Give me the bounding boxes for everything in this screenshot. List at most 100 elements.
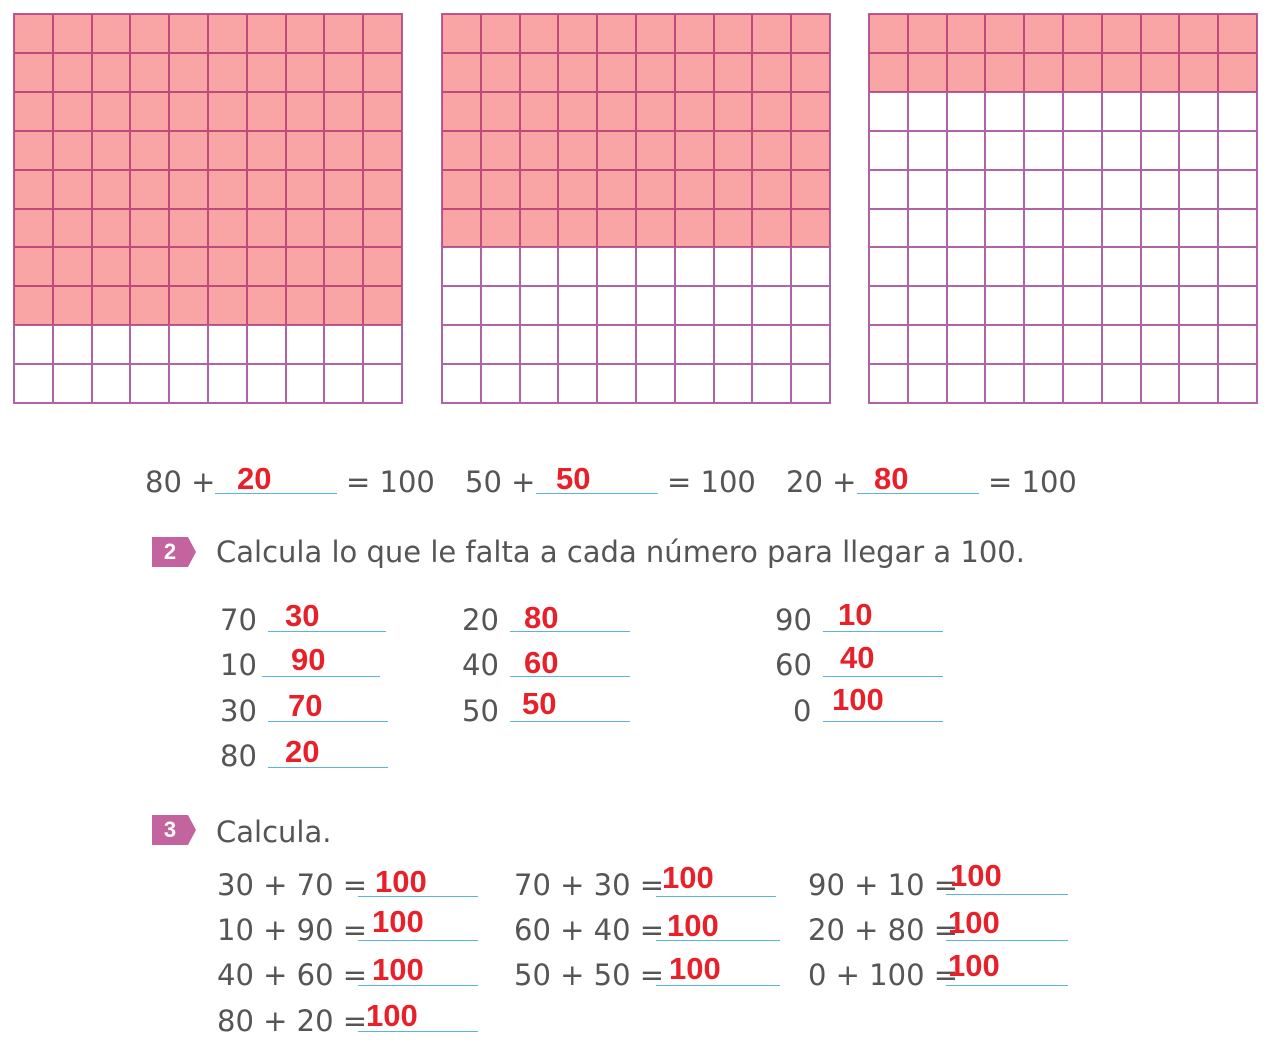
grid-cell-empty	[1140, 91, 1180, 131]
grid-cell-filled	[14, 286, 53, 326]
grid-cell-empty	[285, 325, 325, 365]
grid-cell-empty	[363, 325, 402, 365]
grid-cell-filled	[752, 52, 792, 92]
exercise-number-badge: 2	[152, 537, 196, 567]
grid-cell-empty	[791, 325, 830, 365]
grid-cell-empty	[713, 286, 753, 326]
grid-cell-filled	[91, 286, 131, 326]
answer-line	[946, 985, 1068, 986]
equation-suffix: = 100	[988, 465, 1077, 499]
grid-cell-filled	[558, 169, 598, 209]
grid-cell-empty	[674, 286, 714, 326]
grid-cell-filled	[324, 14, 364, 53]
answer-line	[536, 493, 658, 494]
grid-cell-filled	[207, 169, 247, 209]
grid-cell-empty	[324, 364, 364, 403]
exercise-number: 2	[163, 539, 177, 564]
answer-line	[656, 940, 780, 941]
grid-cell-filled	[907, 14, 947, 53]
grid-cell-empty	[1024, 208, 1063, 248]
grid-cell-empty	[558, 286, 598, 326]
grid-cell-filled	[752, 169, 792, 209]
grid-cell-empty	[1179, 169, 1219, 209]
hundred-grid-20	[868, 13, 1258, 404]
grid-cell-filled	[324, 208, 364, 248]
answer-line	[510, 721, 630, 722]
grid-cell-filled	[246, 286, 286, 326]
grid-cell-filled	[363, 286, 402, 326]
grid-cell-empty	[791, 364, 830, 403]
grid-cell-filled	[946, 14, 986, 53]
grid-cell-empty	[1101, 91, 1141, 131]
grid-cell-empty	[1140, 169, 1180, 209]
grid-cell-filled	[246, 91, 286, 131]
grid-cell-empty	[1218, 130, 1257, 170]
grid-cell-empty	[1101, 286, 1141, 326]
grid-cell-filled	[480, 208, 520, 248]
equation-answer: 20	[237, 461, 272, 496]
grid-cell-empty	[752, 247, 792, 287]
item-number: 80	[220, 739, 257, 773]
grid-cell-filled	[635, 14, 675, 53]
grid-cell-filled	[519, 91, 559, 131]
grid-cell-filled	[519, 52, 559, 92]
grid-cell-empty	[869, 247, 908, 287]
grid-cell-empty	[1179, 208, 1219, 248]
grid-cell-filled	[14, 130, 53, 170]
sum-answer: 100	[948, 948, 1000, 983]
grid-cell-empty	[1218, 247, 1257, 287]
grid-cell-empty	[1024, 91, 1063, 131]
grid-cell-filled	[207, 52, 247, 92]
grid-cell-empty	[442, 364, 481, 403]
item-answer: 10	[838, 597, 873, 632]
grid-cell-filled	[558, 130, 598, 170]
hundred-grid-80	[13, 13, 403, 404]
grid-cell-empty	[674, 364, 714, 403]
grid-cell-empty	[985, 91, 1025, 131]
equation-prefix: 80 +	[145, 465, 216, 499]
grid-cell-filled	[558, 208, 598, 248]
grid-cell-filled	[169, 286, 208, 326]
grid-cell-filled	[91, 169, 131, 209]
grid-cell-filled	[1218, 14, 1257, 53]
grid-cell-empty	[169, 325, 208, 365]
grid-cell-empty	[713, 325, 753, 365]
answer-line	[656, 985, 780, 986]
grid-cell-empty	[869, 325, 908, 365]
grid-cell-filled	[597, 208, 636, 248]
grid-cell-empty	[869, 130, 908, 170]
grid-cell-filled	[791, 91, 830, 131]
grid-cell-filled	[285, 52, 325, 92]
answer-line	[823, 676, 943, 677]
grid-cell-filled	[558, 91, 598, 131]
grid-cell-filled	[519, 208, 559, 248]
grid-cell-filled	[442, 14, 481, 53]
grid-cell-filled	[1140, 52, 1180, 92]
sum-expression: 40 + 60 =	[217, 958, 368, 992]
grid-cell-empty	[519, 325, 559, 365]
grid-cell-filled	[713, 91, 753, 131]
grid-cell-filled	[91, 247, 131, 287]
grid-cell-filled	[519, 169, 559, 209]
grid-cell-filled	[442, 169, 481, 209]
grid-cell-empty	[1024, 247, 1063, 287]
grid-cell-empty	[1101, 130, 1141, 170]
answer-line	[262, 676, 380, 677]
grid-cell-empty	[907, 247, 947, 287]
grid-cell-empty	[1179, 130, 1219, 170]
grid-cell-empty	[946, 130, 986, 170]
grid-cell-empty	[946, 208, 986, 248]
item-answer: 60	[524, 645, 559, 680]
grid-cell-empty	[519, 364, 559, 403]
grid-cell-filled	[285, 169, 325, 209]
grid-cell-filled	[363, 91, 402, 131]
grid-cell-filled	[52, 52, 92, 92]
grid-cell-filled	[752, 130, 792, 170]
sum-answer: 100	[375, 864, 427, 899]
grid-cell-filled	[635, 208, 675, 248]
grid-cell-filled	[207, 208, 247, 248]
grid-cell-empty	[130, 325, 170, 365]
grid-cell-filled	[14, 247, 53, 287]
grid-cell-empty	[907, 208, 947, 248]
grid-cell-filled	[285, 208, 325, 248]
